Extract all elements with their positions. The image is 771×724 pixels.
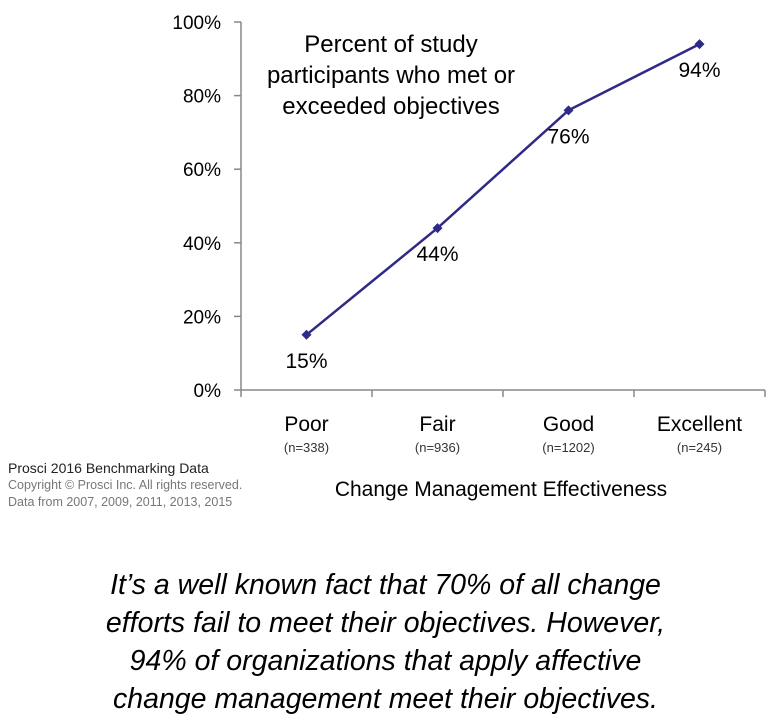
line-chart: 0% 20% 40% 60% 80% 100% Poor (n=338) Fair (n=936… xyxy=(172,13,766,501)
data-years-note: Data from 2007, 2009, 2011, 2013, 2015 xyxy=(8,495,233,509)
y-tick-label: 20% xyxy=(183,307,221,328)
y-tick-label: 100% xyxy=(172,13,221,34)
data-point xyxy=(301,329,312,340)
x-category-label: Good xyxy=(543,413,594,436)
x-category-sample-size: (n=936) xyxy=(415,440,460,455)
y-axis-ticks: 0% 20% 40% 60% 80% 100% xyxy=(172,13,241,402)
chart-title-line: exceeded objectives xyxy=(282,93,499,120)
data-series xyxy=(301,39,705,340)
data-point xyxy=(563,105,574,116)
x-axis-title: Change Management Effectiveness xyxy=(335,478,667,501)
x-category-sample-size: (n=245) xyxy=(677,440,722,455)
chart-title-line: Percent of study xyxy=(304,31,477,58)
chart-title-line: participants who met or xyxy=(267,62,515,89)
x-category-label: Fair xyxy=(419,413,455,436)
caption-line: It’s a well known fact that 70% of all c… xyxy=(110,569,661,601)
data-label: 94% xyxy=(678,59,720,82)
y-tick-label: 80% xyxy=(183,87,221,108)
data-label: 44% xyxy=(416,243,458,266)
data-point xyxy=(432,223,443,234)
data-labels: 15% 44% 76% 94% xyxy=(285,59,720,373)
y-tick-label: 40% xyxy=(183,234,221,255)
y-tick-label: 60% xyxy=(183,160,221,181)
source-note: Prosci 2016 Benchmarking Data Copyright … xyxy=(8,460,242,511)
data-label: 76% xyxy=(547,125,589,148)
x-axis-categories: Poor (n=338) Fair (n=936) Good (n=1202) Excell… xyxy=(240,390,766,455)
source-title: Prosci 2016 Benchmarking Data xyxy=(8,460,209,476)
y-tick-label: 0% xyxy=(194,381,222,402)
chart-title: Percent of study participants who met or e… xyxy=(267,31,515,120)
x-category-label: Excellent xyxy=(657,413,742,436)
x-category-sample-size: (n=338) xyxy=(284,440,329,455)
copyright-note: Copyright © Prosci Inc. All rights reser… xyxy=(8,478,243,492)
caption-line: change management meet their objectives. xyxy=(113,683,658,715)
caption-line: 94% of organizations that apply affectiv… xyxy=(129,645,642,677)
data-label: 15% xyxy=(285,350,327,373)
caption-text: It’s a well known fact that 70% of all c… xyxy=(0,566,771,718)
data-point xyxy=(694,39,705,50)
series-line xyxy=(305,42,701,336)
x-category-sample-size: (n=1202) xyxy=(542,440,594,455)
x-category-label: Poor xyxy=(284,413,328,436)
caption-line: efforts fail to meet their objectives. H… xyxy=(105,607,666,639)
